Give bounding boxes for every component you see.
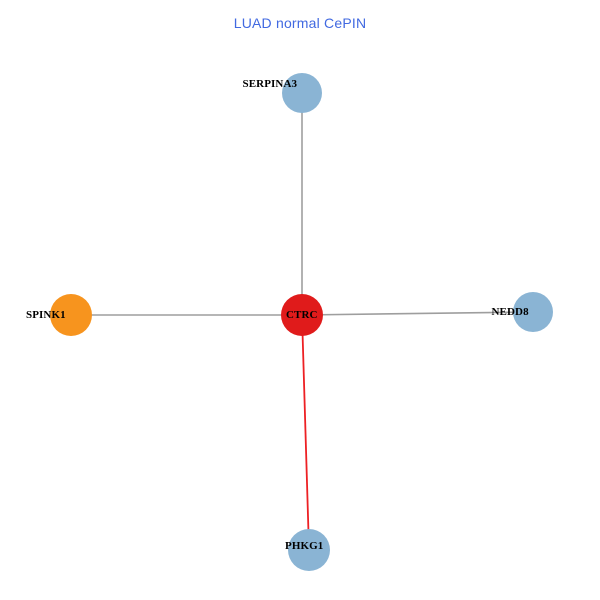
node-phkg1[interactable] bbox=[288, 529, 330, 571]
node-serpina3[interactable] bbox=[282, 73, 322, 113]
edge-phkg1-ctrc[interactable] bbox=[301, 314, 310, 551]
node-nedd8[interactable] bbox=[513, 292, 553, 332]
edge-nedd8-ctrc[interactable] bbox=[301, 311, 534, 316]
node-ctrc[interactable] bbox=[281, 294, 323, 336]
node-label-ctrc: CTRC bbox=[286, 308, 318, 321]
page-title: LUAD normal CePIN bbox=[233, 15, 367, 31]
node-label-nedd8: NEDD8 bbox=[491, 305, 529, 318]
node-layer bbox=[50, 73, 553, 571]
node-label-spink1: SPINK1 bbox=[26, 308, 66, 321]
node-spink1[interactable] bbox=[50, 294, 92, 336]
node-label-phkg1: PHKG1 bbox=[285, 539, 324, 552]
node-label-serpina3: SERPINA3 bbox=[242, 77, 298, 90]
edge-layer bbox=[71, 93, 534, 551]
